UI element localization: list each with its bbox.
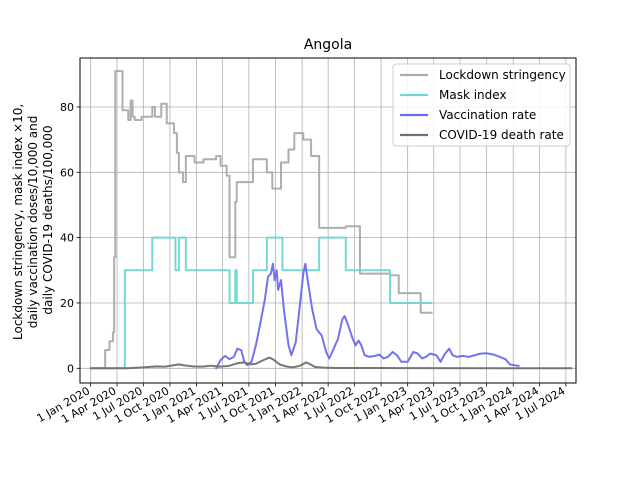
- series-line-vaccination-rate: [215, 262, 520, 370]
- y-tick-label-3: 60: [60, 166, 74, 179]
- y-tick-label-0: 0: [67, 362, 74, 375]
- series-line-death-rate: [89, 356, 573, 370]
- legend-box: [392, 63, 571, 147]
- series-line-lockdown-stringency: [89, 70, 433, 370]
- y-axis-label-line-1: Lockdown stringency, mask index ×10,: [11, 104, 25, 340]
- series-layer: [89, 70, 573, 370]
- y-tick-label-1: 20: [60, 297, 74, 310]
- y-axis-label-line-2: daily vaccination doses/10,000 and: [26, 116, 40, 329]
- legend-label-lockdown: Lockdown stringency: [439, 68, 566, 82]
- legend: Lockdown stringency Mask index Vaccinati…: [392, 63, 571, 147]
- legend-label-mask: Mask index: [439, 88, 507, 102]
- legend-label-vaccination: Vaccination rate: [439, 108, 536, 122]
- y-axis-label-line-3: daily COVID-19 deaths/100,000: [41, 125, 55, 314]
- series-line-mask-index: [89, 236, 433, 370]
- y-axis-label: Lockdown stringency, mask index ×10, dai…: [11, 100, 55, 340]
- legend-label-death-rate: COVID-19 death rate: [439, 128, 564, 142]
- y-axis: 0 20 40 60 80: [60, 101, 80, 375]
- y-tick-label-4: 80: [60, 101, 74, 114]
- y-tick-label-2: 40: [60, 232, 74, 245]
- chart-title: Angola: [304, 37, 352, 53]
